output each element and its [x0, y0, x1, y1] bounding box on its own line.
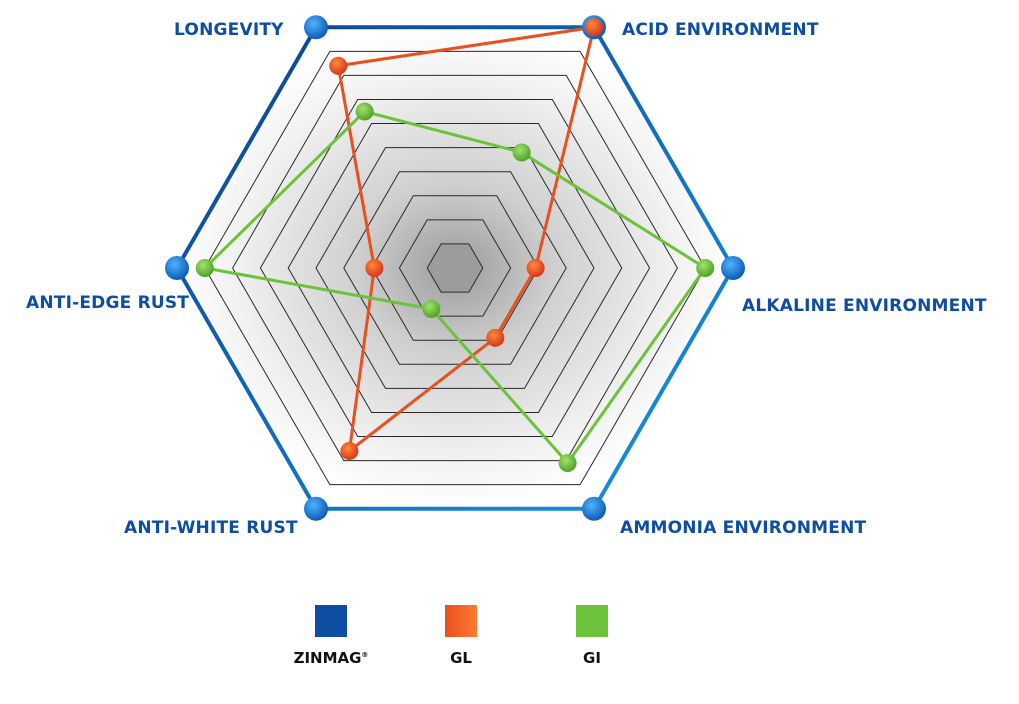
axis-label-4: ANTI-WHITE RUST	[124, 518, 298, 538]
point-gi-2	[696, 259, 715, 277]
point-gi-3	[558, 454, 577, 473]
axis-label-3: AMMONIA ENVIRONMENT	[620, 518, 867, 538]
point-gi-5	[195, 259, 214, 277]
radar-grid	[177, 27, 733, 509]
point-zinmag-0	[304, 15, 328, 40]
point-gl-5	[365, 259, 384, 277]
point-gi-1	[512, 143, 531, 162]
point-gl-1	[585, 18, 603, 37]
point-gl-4	[340, 441, 359, 460]
axis-label-0: LONGEVITY	[174, 20, 284, 40]
point-zinmag-3	[582, 496, 606, 521]
axis-label-1: ACID ENVIRONMENT	[622, 20, 819, 40]
point-zinmag-2	[721, 256, 745, 280]
radar-series	[165, 15, 745, 521]
point-gl-3	[486, 328, 505, 347]
grid-ring-7	[259, 98, 651, 438]
grid-ring-6	[287, 123, 623, 413]
grid-ring-1	[426, 243, 484, 293]
point-gl-2	[526, 259, 545, 277]
axis-label-2: ALKALINE ENVIRONMENT	[742, 296, 987, 316]
point-zinmag-5	[165, 256, 189, 280]
axis-label-5: ANTI-EDGE RUST	[26, 293, 190, 313]
grid-ring-4	[343, 171, 567, 365]
grid-ring-2	[398, 219, 512, 317]
point-zinmag-4	[304, 496, 328, 521]
point-gi-4	[422, 299, 441, 318]
point-gi-0	[355, 102, 374, 121]
point-gl-0	[329, 56, 348, 75]
